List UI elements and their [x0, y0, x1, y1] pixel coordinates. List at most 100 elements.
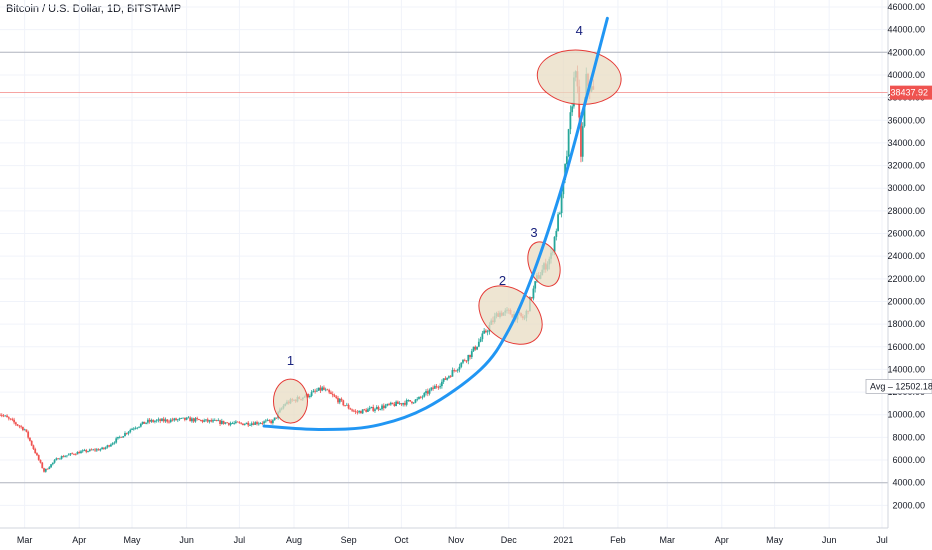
candle-body [13, 419, 15, 423]
candle-body [435, 386, 438, 388]
y-tick-label: 36000.00 [887, 115, 925, 125]
candle-body [154, 421, 156, 422]
candle-body [367, 409, 369, 412]
candle-body [224, 422, 227, 424]
candle-body [356, 411, 359, 413]
y-tick-label: 2000.00 [892, 500, 925, 510]
candle-body [361, 409, 364, 414]
candle-body [257, 423, 260, 425]
candle-body [73, 453, 75, 455]
candle-body [465, 360, 468, 362]
candle-body [433, 386, 436, 389]
candle-body [80, 451, 82, 454]
average-tag [865, 378, 932, 394]
candle-body [122, 436, 125, 438]
candle-body [414, 399, 417, 403]
candle-body [396, 401, 399, 404]
candle-body [419, 396, 422, 398]
candle-body [199, 419, 202, 421]
y-tick-label: 26000.00 [887, 229, 925, 239]
candle-body [182, 417, 184, 419]
candle-body [324, 389, 327, 391]
candle-body [534, 281, 537, 289]
candle-body [263, 421, 265, 424]
candle-body [51, 462, 54, 465]
candle-body [477, 341, 480, 347]
candle-body [168, 421, 170, 423]
candle-body [483, 330, 486, 334]
candle-body [161, 418, 163, 422]
candle-body [44, 468, 47, 472]
candle-body [64, 456, 67, 458]
candle-body [345, 404, 348, 406]
candle-body [74, 454, 77, 456]
x-tick-label: Dec [501, 535, 518, 545]
candle-body [382, 405, 385, 409]
candle-body [470, 351, 473, 358]
candle-body [370, 406, 373, 408]
y-tick-label: 28000.00 [887, 206, 925, 216]
candle-body [351, 409, 353, 411]
candle-body [99, 449, 102, 451]
candle-body [245, 422, 248, 425]
candle-body [215, 420, 218, 422]
candle-body [201, 420, 204, 422]
candle-body [368, 407, 371, 410]
candle-body [375, 406, 378, 410]
candle-body [580, 117, 582, 157]
candle-body [203, 420, 206, 422]
candle-body [85, 450, 88, 452]
candle-body [418, 396, 420, 399]
candle-body [444, 378, 447, 380]
annotation-label-3: 3 [530, 225, 537, 240]
candle-body [111, 443, 114, 445]
candle-body [474, 346, 477, 350]
annotation-ellipse-1 [272, 378, 308, 424]
candle-body [344, 405, 346, 406]
y-tick-label: 46000.00 [887, 2, 925, 12]
candle-body [169, 419, 172, 422]
candle-body [411, 401, 413, 404]
candle-body [270, 420, 273, 424]
price-axis[interactable]: 2000.004000.006000.008000.0010000.001200… [865, 0, 932, 528]
candle-body [110, 444, 112, 447]
candle-body [256, 422, 258, 424]
annotation-label-2: 2 [499, 273, 506, 288]
candle-body [449, 376, 452, 378]
candle-body [171, 419, 174, 421]
candle-body [39, 459, 42, 463]
annotation-ellipse-3 [527, 241, 561, 287]
candle-body [97, 449, 100, 451]
candle-body [205, 419, 207, 421]
candle-body [173, 418, 176, 421]
candle-body [567, 129, 570, 157]
candle-body [213, 420, 216, 421]
candle-body [319, 387, 322, 391]
candle-body [268, 419, 271, 421]
candle-body [108, 445, 111, 447]
trend-curve [262, 16, 609, 431]
candle-body [307, 393, 309, 397]
candle-body [118, 436, 121, 438]
x-tick-label: Sep [341, 535, 357, 545]
time-axis[interactable]: Mar Apr May Jun Jul Aug Sep Oct Nov Dec 2021 Feb Mar… [0, 527, 888, 545]
candle-body [315, 390, 318, 392]
candle-body [337, 398, 339, 403]
candle-body [398, 403, 401, 405]
candle-body [6, 415, 8, 418]
candle-body [242, 423, 244, 426]
candle-body [120, 436, 123, 438]
candle-body [60, 456, 63, 459]
candle-body [335, 396, 338, 399]
candle-body [428, 389, 431, 394]
chart-title: Bitcoin / U.S. Dollar, 1D, BITSTAMP [6, 3, 182, 15]
candle-body [235, 421, 237, 423]
candle-body [310, 392, 313, 396]
y-tick-label: 22000.00 [887, 274, 925, 284]
candle-body [46, 468, 49, 470]
candle-body [439, 386, 442, 388]
candle-body [90, 449, 93, 451]
candle-body [423, 393, 426, 397]
candle-body [152, 420, 155, 422]
